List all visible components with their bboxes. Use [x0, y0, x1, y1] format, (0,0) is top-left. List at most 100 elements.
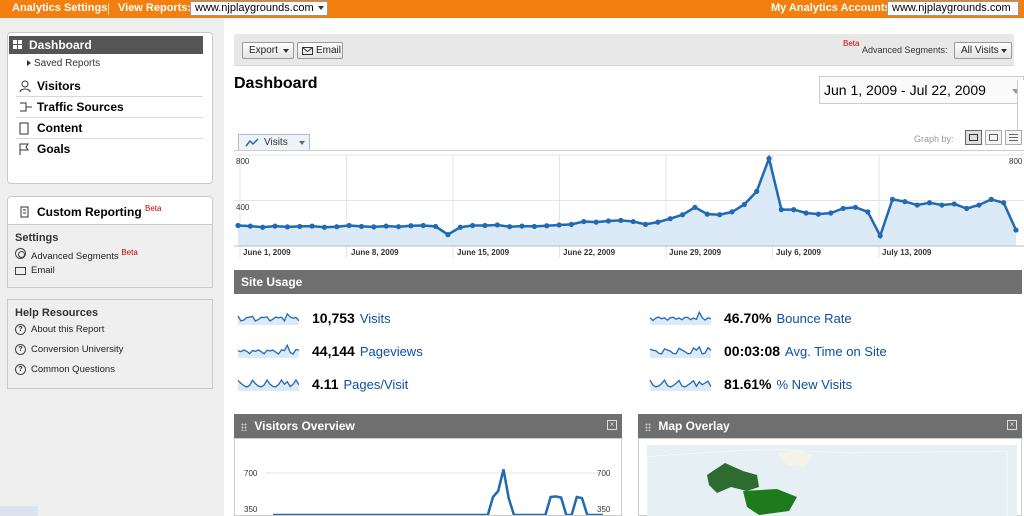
- data-point: [766, 155, 772, 162]
- data-point: [445, 232, 451, 238]
- world-map[interactable]: [646, 445, 1017, 516]
- map-overlay-panel: [638, 438, 1022, 516]
- sidebar-item-visitors[interactable]: Visitors: [16, 77, 203, 97]
- page-title: Dashboard: [234, 75, 318, 92]
- advanced-segments-label: Advanced Segments:: [862, 45, 948, 55]
- sidebar-item-label: Goals: [37, 142, 71, 156]
- data-point: [321, 224, 328, 230]
- graph-by-table[interactable]: [1005, 130, 1022, 145]
- map-overlay-header[interactable]: Map Overlay ×: [638, 414, 1022, 438]
- right-edge-scrollbar[interactable]: [1017, 80, 1024, 130]
- data-point: [284, 224, 290, 230]
- sidebar-item-content[interactable]: Content: [16, 119, 203, 139]
- map-region-canada: [707, 463, 759, 493]
- data-point: [457, 224, 463, 230]
- close-icon[interactable]: ×: [1007, 420, 1017, 430]
- data-point: [272, 223, 278, 229]
- chart-area-fill: [238, 158, 1016, 246]
- metric-link-new-visits[interactable]: % New Visits: [776, 377, 853, 392]
- sidebar-item-goals[interactable]: Goals: [16, 140, 203, 160]
- metric-value: 4.11: [312, 376, 339, 392]
- custom-reporting-box: [7, 196, 213, 229]
- table-icon: [1009, 134, 1018, 135]
- data-point: [939, 202, 945, 208]
- data-point: [605, 218, 612, 224]
- analytics-settings-link[interactable]: Analytics Settings: [12, 2, 108, 14]
- sidebar-item-custom-reporting[interactable]: Custom Reporting Beta: [16, 204, 161, 219]
- close-icon[interactable]: ×: [607, 420, 617, 430]
- sparkline-line: [649, 345, 712, 355]
- sparkline: [237, 312, 300, 325]
- link-label: Advanced Segments: [31, 251, 119, 263]
- metric-link-pageviews[interactable]: Pageviews: [359, 344, 423, 359]
- view-reports-label: View Reports:: [118, 2, 192, 14]
- sparkline-fill: [650, 312, 711, 325]
- x-tick-label: June 29, 2009: [669, 248, 722, 257]
- world-map-svg: [646, 448, 1008, 516]
- visitors-overview-header[interactable]: Visitors Overview ×: [234, 414, 622, 438]
- data-point: [803, 210, 809, 216]
- help-link-conversion-university[interactable]: ? Conversion University: [15, 344, 123, 355]
- visitors-overview-panel: 700 700 350 350: [234, 438, 622, 516]
- status-bar-corner: [0, 506, 38, 516]
- help-link-about[interactable]: ? About this Report: [15, 324, 104, 335]
- data-point: [902, 199, 908, 205]
- visits-chart: 800 400 800 June 1, 2009 June 8, 2009 Ju…: [234, 150, 1024, 258]
- data-point: [531, 223, 537, 230]
- sidebar-item-saved-reports[interactable]: Saved Reports: [27, 58, 100, 69]
- data-point: [729, 209, 735, 215]
- sidebar-item-label: Custom Reporting: [37, 205, 142, 219]
- sidebar-item-label: Content: [37, 121, 83, 135]
- sidebar-item-dashboard[interactable]: Dashboard: [9, 36, 203, 54]
- triangle-right-icon: [27, 60, 31, 66]
- line-chart-icon: [245, 138, 259, 147]
- metric-link-visits[interactable]: Visits: [359, 311, 391, 326]
- data-point: [371, 224, 377, 230]
- metric-link-bounce-rate[interactable]: Bounce Rate: [776, 311, 852, 326]
- chevron-down-icon: [283, 49, 289, 53]
- section-title: Site Usage: [241, 275, 303, 289]
- help-panel: [7, 299, 213, 389]
- visitors-overview-chart: [265, 469, 607, 515]
- email-button[interactable]: Email: [297, 42, 343, 59]
- chevron-down-icon: [318, 6, 324, 10]
- sidebar-item-traffic-sources[interactable]: Traffic Sources: [16, 98, 203, 118]
- envelope-icon: [302, 47, 313, 55]
- metric-link-avg-time[interactable]: Avg. Time on Site: [785, 344, 887, 359]
- segment-select[interactable]: All Visits: [954, 42, 1012, 59]
- data-point: [383, 223, 389, 229]
- drag-handle-icon: [241, 423, 247, 431]
- link-label: Email: [31, 265, 55, 276]
- data-point: [778, 207, 784, 213]
- chevron-down-icon: [1001, 49, 1007, 53]
- help-link-common-questions[interactable]: ? Common Questions: [15, 364, 115, 375]
- data-point: [692, 204, 698, 210]
- date-range-picker[interactable]: Jun 1, 2009 - Jul 22, 2009: [819, 76, 1024, 104]
- data-point: [630, 218, 636, 225]
- x-tick-label: June 22, 2009: [563, 248, 616, 257]
- sparkline-fill: [238, 380, 299, 391]
- data-point: [791, 207, 797, 213]
- data-point: [556, 222, 562, 228]
- graph-by-label: Graph by:: [914, 134, 954, 144]
- my-accounts-select[interactable]: www.njplaygrounds.com: [887, 1, 1019, 16]
- data-point: [1013, 227, 1019, 233]
- x-tick-label: July 6, 2009: [776, 248, 821, 257]
- graph-by-motion-chart[interactable]: [985, 130, 1002, 145]
- data-point: [618, 217, 624, 224]
- sparkline-line: [237, 343, 300, 355]
- sidebar-item-label: Visitors: [37, 79, 81, 93]
- sidebar-item-label: Traffic Sources: [37, 100, 124, 114]
- segment-value: All Visits: [961, 45, 999, 56]
- graph-by-line-chart[interactable]: [965, 130, 982, 145]
- advanced-segments-link[interactable]: Advanced Segments Beta: [15, 248, 138, 262]
- export-button[interactable]: Export: [242, 42, 294, 59]
- help-title: Help Resources: [15, 307, 99, 319]
- data-point: [1001, 200, 1007, 206]
- metric-link-pages-visit[interactable]: Pages/Visit: [343, 377, 409, 392]
- metric-select[interactable]: Visits: [238, 134, 310, 150]
- email-link[interactable]: Email: [15, 265, 55, 276]
- view-reports-select[interactable]: www.njplaygrounds.com: [190, 1, 328, 16]
- section-title: Map Overlay: [658, 419, 730, 433]
- data-point: [988, 196, 994, 202]
